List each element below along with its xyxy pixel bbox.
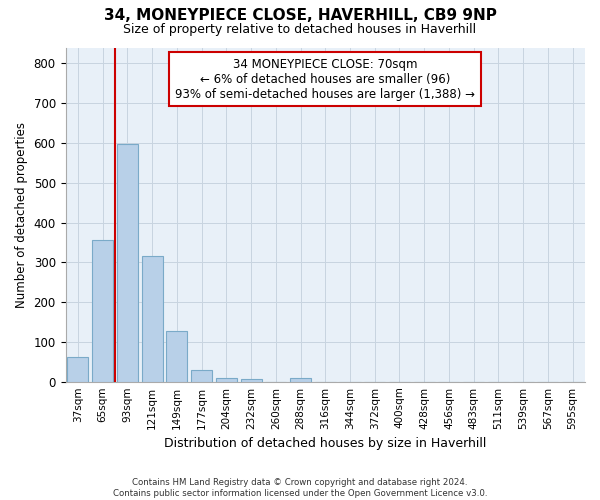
Text: 34 MONEYPIECE CLOSE: 70sqm
← 6% of detached houses are smaller (96)
93% of semi-: 34 MONEYPIECE CLOSE: 70sqm ← 6% of detac… bbox=[175, 58, 475, 100]
Text: Size of property relative to detached houses in Haverhill: Size of property relative to detached ho… bbox=[124, 22, 476, 36]
Bar bbox=[216, 378, 237, 382]
X-axis label: Distribution of detached houses by size in Haverhill: Distribution of detached houses by size … bbox=[164, 437, 487, 450]
Bar bbox=[117, 144, 138, 382]
Bar bbox=[290, 378, 311, 382]
Text: 34, MONEYPIECE CLOSE, HAVERHILL, CB9 9NP: 34, MONEYPIECE CLOSE, HAVERHILL, CB9 9NP bbox=[104, 8, 496, 22]
Text: Contains HM Land Registry data © Crown copyright and database right 2024.
Contai: Contains HM Land Registry data © Crown c… bbox=[113, 478, 487, 498]
Y-axis label: Number of detached properties: Number of detached properties bbox=[15, 122, 28, 308]
Bar bbox=[67, 357, 88, 382]
Bar bbox=[166, 331, 187, 382]
Bar bbox=[241, 380, 262, 382]
Bar bbox=[142, 256, 163, 382]
Bar bbox=[92, 240, 113, 382]
Bar bbox=[191, 370, 212, 382]
